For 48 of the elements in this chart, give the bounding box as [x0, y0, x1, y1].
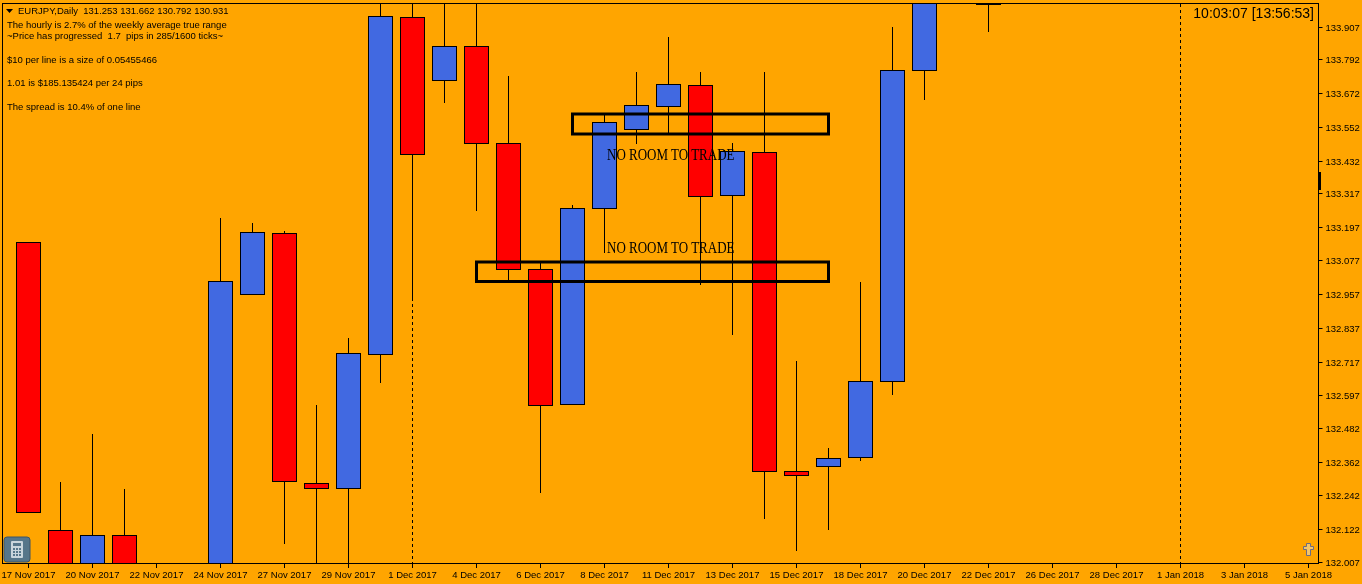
x-tick-label: 3 Jan 2018	[1220, 569, 1269, 580]
x-tick-label: 6 Dec 2017	[516, 569, 565, 580]
x-tick-label: 8 Dec 2017	[580, 569, 629, 580]
y-tick-label: 133.077	[1325, 255, 1360, 266]
x-tick-label: 18 Dec 2017	[833, 569, 888, 580]
x-tick-label: 20 Dec 2017	[897, 569, 952, 580]
annotation: ~Price has progressed 1.7 pips in 285/1600 ticks~	[7, 30, 224, 41]
y-tick-label: 132.242	[1325, 490, 1360, 501]
y-tick-label: 132.837	[1325, 323, 1360, 334]
x-tick-label: 1 Jan 2018	[1156, 569, 1205, 580]
candlestick	[656, 36, 681, 134]
x-tick-label: 17 Nov 2017	[1, 569, 56, 580]
x-tick-label: 5 Jan 2018	[1284, 569, 1333, 580]
x-tick-label: 22 Nov 2017	[129, 569, 184, 580]
y-tick-label: 133.672	[1325, 88, 1360, 99]
x-tick-label: 1 Dec 2017	[388, 569, 437, 580]
x-tick-label: 24 Nov 2017	[193, 569, 248, 580]
y-tick-label: 133.552	[1325, 122, 1360, 133]
y-tick-label: 133.792	[1325, 54, 1360, 65]
y-tick-label: 132.122	[1325, 524, 1360, 535]
x-tick-label: 29 Nov 2017	[321, 569, 376, 580]
x-tick-label: 22 Dec 2017	[961, 569, 1016, 580]
x-tick-label: 27 Nov 2017	[257, 569, 312, 580]
annotation: The spread is 10.4% of one line	[7, 101, 141, 112]
y-tick-label: 133.907	[1325, 22, 1360, 33]
y-tick-label: 132.597	[1325, 390, 1360, 401]
annotation: 1.01 is $185.135424 per 24 pips	[7, 77, 143, 88]
y-tick-label: 133.197	[1325, 222, 1360, 233]
y-tick-label: 133.432	[1325, 156, 1360, 167]
x-tick-label: 11 Dec 2017	[641, 569, 696, 580]
x-tick-label: 20 Nov 2017	[65, 569, 120, 580]
chart-title: EURJPY,Daily 131.253 131.662 130.792 130.931	[18, 5, 229, 16]
y-tick-label: 132.717	[1325, 357, 1360, 368]
y-tick-label: 133.317	[1325, 188, 1360, 199]
annotation: The hourly is 2.7% of the weekly average true range	[7, 19, 227, 30]
y-tick-label: 132.482	[1325, 423, 1360, 434]
x-tick-label: 4 Dec 2017	[452, 569, 501, 580]
y-tick-label: 132.362	[1325, 457, 1360, 468]
x-tick-label: 15 Dec 2017	[769, 569, 824, 580]
annotation: $10 per line is a size of 0.05455466	[7, 54, 157, 65]
candlestick	[816, 447, 841, 531]
candlestick	[784, 360, 809, 552]
x-tick-label: 26 Dec 2017	[1025, 569, 1080, 580]
y-tick-label: 132.007	[1325, 557, 1360, 568]
x-tick-label: 28 Dec 2017	[1089, 569, 1144, 580]
annotation: 10:03:07 [13:56:53]	[1193, 5, 1314, 21]
x-tick-label: 13 Dec 2017	[705, 569, 760, 580]
y-tick-label: 132.957	[1325, 289, 1360, 300]
